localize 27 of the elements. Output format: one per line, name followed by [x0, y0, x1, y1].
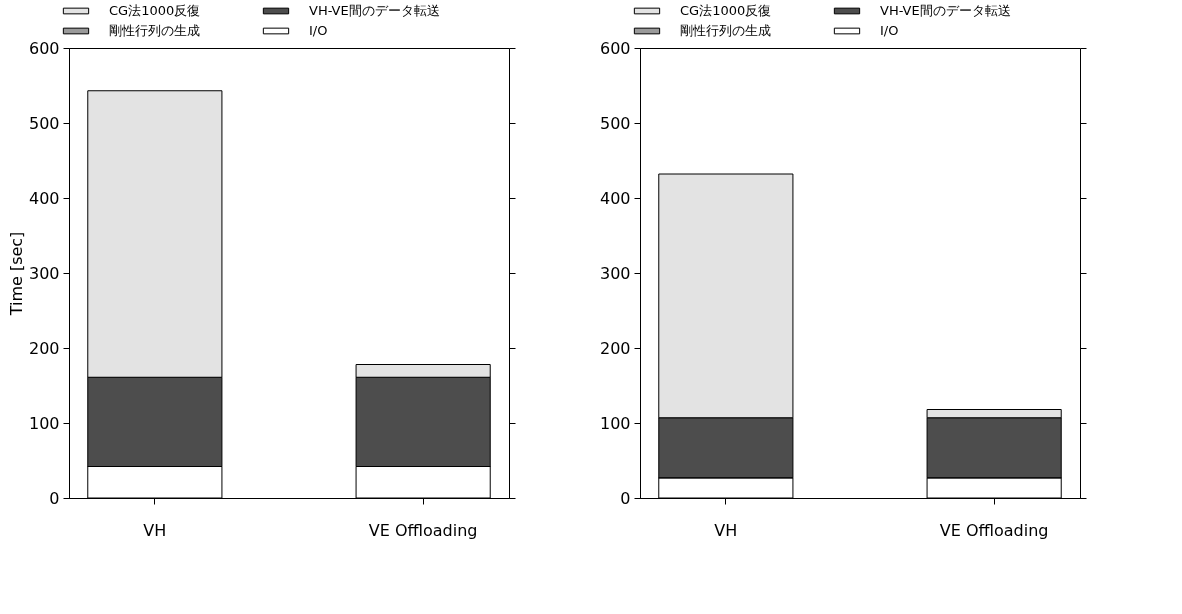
- y-tick-label: 600: [28, 38, 60, 58]
- y-tick-label: 500: [599, 113, 631, 133]
- y-tick-label: 400: [599, 188, 631, 208]
- y-tick-label: 500: [28, 113, 60, 133]
- legend-label: VH-VE間のデータ転送: [880, 3, 1011, 18]
- legend-label: 剛性行列の生成: [109, 23, 200, 38]
- y-tick-label: 200: [599, 338, 631, 358]
- x-tick-label: VE Offloading: [368, 520, 478, 540]
- legend-label: CG法1000反復: [680, 3, 772, 18]
- y-tick-label: 200: [28, 338, 60, 358]
- y-tick-label: 600: [599, 38, 631, 58]
- legend-label: CG法1000反復: [109, 3, 201, 18]
- x-tick-label: VH: [143, 520, 167, 540]
- y-tick-label: 400: [28, 188, 60, 208]
- y-axis-title: Time [sec]: [6, 231, 26, 317]
- legend-label: I/O: [309, 23, 328, 38]
- legend-label: 剛性行列の生成: [680, 23, 771, 38]
- y-tick-label: 0: [49, 488, 60, 508]
- y-tick-label: 100: [599, 413, 631, 433]
- y-tick-label: 300: [28, 263, 60, 283]
- x-tick-label: VH: [714, 520, 738, 540]
- y-tick-label: 100: [28, 413, 60, 433]
- legend-label: I/O: [880, 23, 899, 38]
- legend-label: VH-VE間のデータ転送: [309, 3, 440, 18]
- y-tick-label: 300: [599, 263, 631, 283]
- y-tick-label: 0: [620, 488, 631, 508]
- x-tick-label: VE Offloading: [939, 520, 1049, 540]
